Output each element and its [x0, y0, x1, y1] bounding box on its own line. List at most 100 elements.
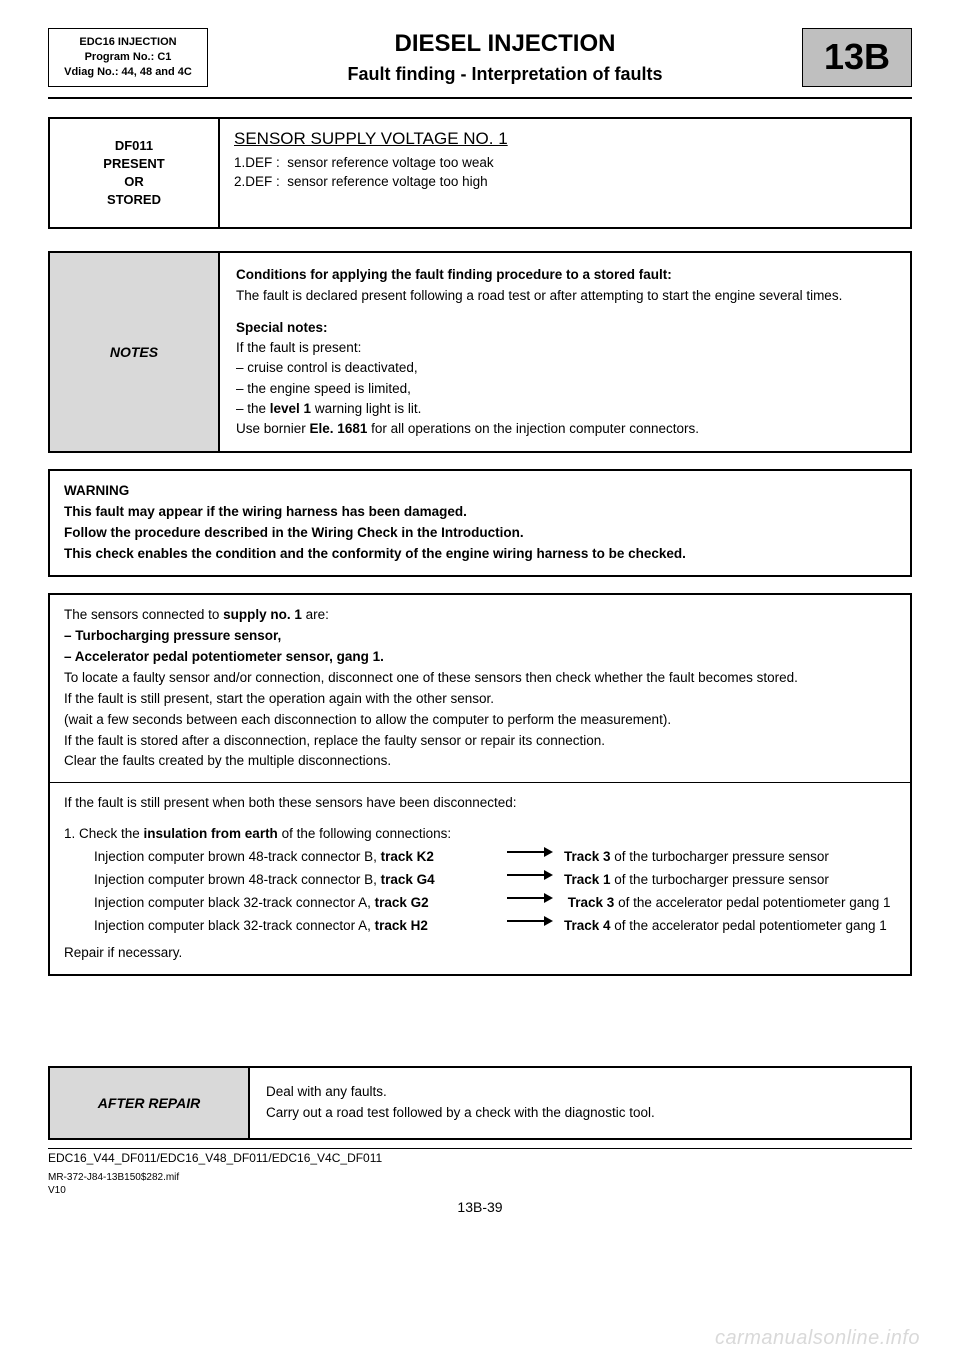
proc2-repair: Repair if necessary.	[64, 943, 896, 964]
connection-row: Injection computer black 32-track connec…	[64, 916, 896, 937]
connection-row: Injection computer black 32-track connec…	[64, 893, 896, 914]
header-model: EDC16 INJECTION	[53, 35, 203, 50]
footer-meta: MR-372-J84-13B150$282.mif V10	[48, 1171, 912, 1197]
conn-right-bold: Track 3	[564, 849, 611, 864]
conn-right-bold: Track 1	[564, 872, 611, 887]
fault-def1-label: 1.DEF :	[234, 155, 280, 170]
fault-state-present: PRESENT	[56, 155, 212, 173]
footer-ref-line: EDC16_V44_DF011/EDC16_V48_DF011/EDC16_V4…	[48, 1148, 912, 1165]
header-center: DIESEL INJECTION Fault finding - Interpr…	[208, 28, 802, 87]
fault-def2-label: 2.DEF :	[234, 174, 280, 189]
notes-special-l1: If the fault is present:	[236, 338, 894, 358]
fault-code: DF011	[56, 137, 212, 155]
notes-conditions-block: Conditions for applying the fault findin…	[236, 265, 894, 306]
header-program: Program No.: C1	[53, 50, 203, 65]
page: EDC16 INJECTION Program No.: C1 Vdiag No…	[0, 0, 960, 1358]
notes-i3-bold: level 1	[270, 401, 311, 416]
page-number: 13B-39	[48, 1199, 912, 1215]
after-repair-box: AFTER REPAIR Deal with any faults. Carry…	[48, 1066, 912, 1140]
fault-def1-text: sensor reference voltage too weak	[287, 155, 493, 170]
notes-special-heading: Special notes:	[236, 318, 894, 338]
connection-row: Injection computer brown 48-track connec…	[64, 847, 896, 868]
proc1-p3: (wait a few seconds between each disconn…	[64, 710, 896, 731]
notes-label-cell: NOTES	[50, 253, 220, 451]
fault-def1: 1.DEF : sensor reference voltage too wea…	[234, 153, 896, 173]
fault-state-stored: STORED	[56, 191, 212, 209]
after-repair-label: AFTER REPAIR	[98, 1095, 200, 1111]
proc1-intro-bold: supply no. 1	[223, 607, 302, 622]
notes-box: NOTES Conditions for applying the fault …	[48, 251, 912, 453]
notes-i3-pre: – the	[236, 401, 270, 416]
proc1-intro: The sensors connected to supply no. 1 ar…	[64, 605, 896, 626]
section-code-box: 13B	[802, 28, 912, 87]
fault-box: DF011 PRESENT OR STORED SENSOR SUPPLY VO…	[48, 117, 912, 230]
arrow-icon	[494, 870, 564, 876]
section-code: 13B	[824, 36, 890, 78]
fault-state-or: OR	[56, 173, 212, 191]
conn-left-pre: Injection computer brown 48-track connec…	[94, 849, 381, 864]
warning-l4: This check enables the condition and the…	[64, 544, 896, 565]
after-l1: Deal with any faults.	[266, 1082, 894, 1103]
conn-right-bold: Track 4	[564, 918, 611, 933]
notes-label: NOTES	[110, 344, 158, 360]
proc1-intro-post: are:	[302, 607, 329, 622]
procedure-box: The sensors connected to supply no. 1 ar…	[48, 593, 912, 976]
doc-title: DIESEL INJECTION	[216, 30, 794, 58]
conn-left: Injection computer brown 48-track connec…	[64, 870, 494, 891]
procedure-cell-1: The sensors connected to supply no. 1 ar…	[50, 595, 910, 782]
conn-left-bold: track G4	[381, 872, 435, 887]
proc1-p1: To locate a faulty sensor and/or connect…	[64, 668, 896, 689]
arrow-icon	[494, 893, 564, 899]
conn-right-bold: Track 3	[568, 895, 615, 910]
proc1-item2: – Accelerator pedal potentiometer sensor…	[64, 647, 896, 668]
notes-special-i2: – the engine speed is limited,	[236, 379, 894, 399]
after-l2: Carry out a road test followed by a chec…	[266, 1103, 894, 1124]
connection-row: Injection computer brown 48-track connec…	[64, 870, 896, 891]
procedure-cell-2: If the fault is still present when both …	[50, 782, 910, 973]
fault-id-cell: DF011 PRESENT OR STORED	[50, 119, 220, 228]
conn-right-post: of the turbocharger pressure sensor	[611, 849, 829, 864]
proc2-step: 1. Check the insulation from earth of th…	[64, 824, 896, 845]
conn-right: Track 3 of the turbocharger pressure sen…	[564, 847, 896, 868]
header-left-box: EDC16 INJECTION Program No.: C1 Vdiag No…	[48, 28, 208, 87]
conn-left: Injection computer black 32-track connec…	[64, 893, 494, 914]
warning-l2: This fault may appear if the wiring harn…	[64, 502, 896, 523]
fault-desc-cell: SENSOR SUPPLY VOLTAGE NO. 1 1.DEF : sens…	[220, 119, 910, 228]
notes-cond-text: The fault is declared present following …	[236, 286, 894, 306]
proc2-step-post: of the following connections:	[278, 826, 451, 841]
notes-special-last: Use bornier Ele. 1681 for all operations…	[236, 419, 894, 439]
warning-l3: Follow the procedure described in the Wi…	[64, 523, 896, 544]
page-header: EDC16 INJECTION Program No.: C1 Vdiag No…	[48, 28, 912, 99]
proc1-intro-pre: The sensors connected to	[64, 607, 223, 622]
conn-right-post: of the accelerator pedal potentiometer g…	[611, 918, 887, 933]
footer-meta2: V10	[48, 1184, 912, 1197]
warning-box: WARNING This fault may appear if the wir…	[48, 469, 912, 577]
after-repair-label-cell: AFTER REPAIR	[50, 1068, 250, 1138]
notes-cond-heading: Conditions for applying the fault findin…	[236, 265, 894, 285]
arrow-icon	[494, 916, 564, 922]
proc1-item1: – Turbocharging pressure sensor,	[64, 626, 896, 647]
conn-right: Track 3 of the accelerator pedal potenti…	[564, 893, 896, 914]
watermark: carmanualsonline.info	[715, 1327, 920, 1350]
header-vdiag: Vdiag No.: 44, 48 and 4C	[53, 65, 203, 80]
arrow-icon	[494, 847, 564, 853]
notes-i3-post: warning light is lit.	[311, 401, 421, 416]
warning-l1: WARNING	[64, 481, 896, 502]
notes-last-post: for all operations on the injection comp…	[367, 421, 699, 436]
conn-right-post: of the accelerator pedal potentiometer g…	[614, 895, 890, 910]
conn-left-bold: track K2	[381, 849, 434, 864]
spacer	[64, 814, 896, 824]
proc1-p2: If the fault is still present, start the…	[64, 689, 896, 710]
proc1-p5: Clear the faults created by the multiple…	[64, 751, 896, 772]
proc2-step-pre: 1. Check the	[64, 826, 144, 841]
notes-last-bold: Ele. 1681	[310, 421, 368, 436]
conn-left-bold: track G2	[375, 895, 429, 910]
proc2-step-bold: insulation from earth	[144, 826, 278, 841]
conn-left: Injection computer brown 48-track connec…	[64, 847, 494, 868]
conn-right-post: of the turbocharger pressure sensor	[611, 872, 829, 887]
conn-left-pre: Injection computer brown 48-track connec…	[94, 872, 381, 887]
proc1-p4: If the fault is stored after a disconnec…	[64, 731, 896, 752]
conn-left-pre: Injection computer black 32-track connec…	[94, 895, 375, 910]
conn-right: Track 4 of the accelerator pedal potenti…	[564, 916, 896, 937]
conn-left-bold: track H2	[375, 918, 428, 933]
